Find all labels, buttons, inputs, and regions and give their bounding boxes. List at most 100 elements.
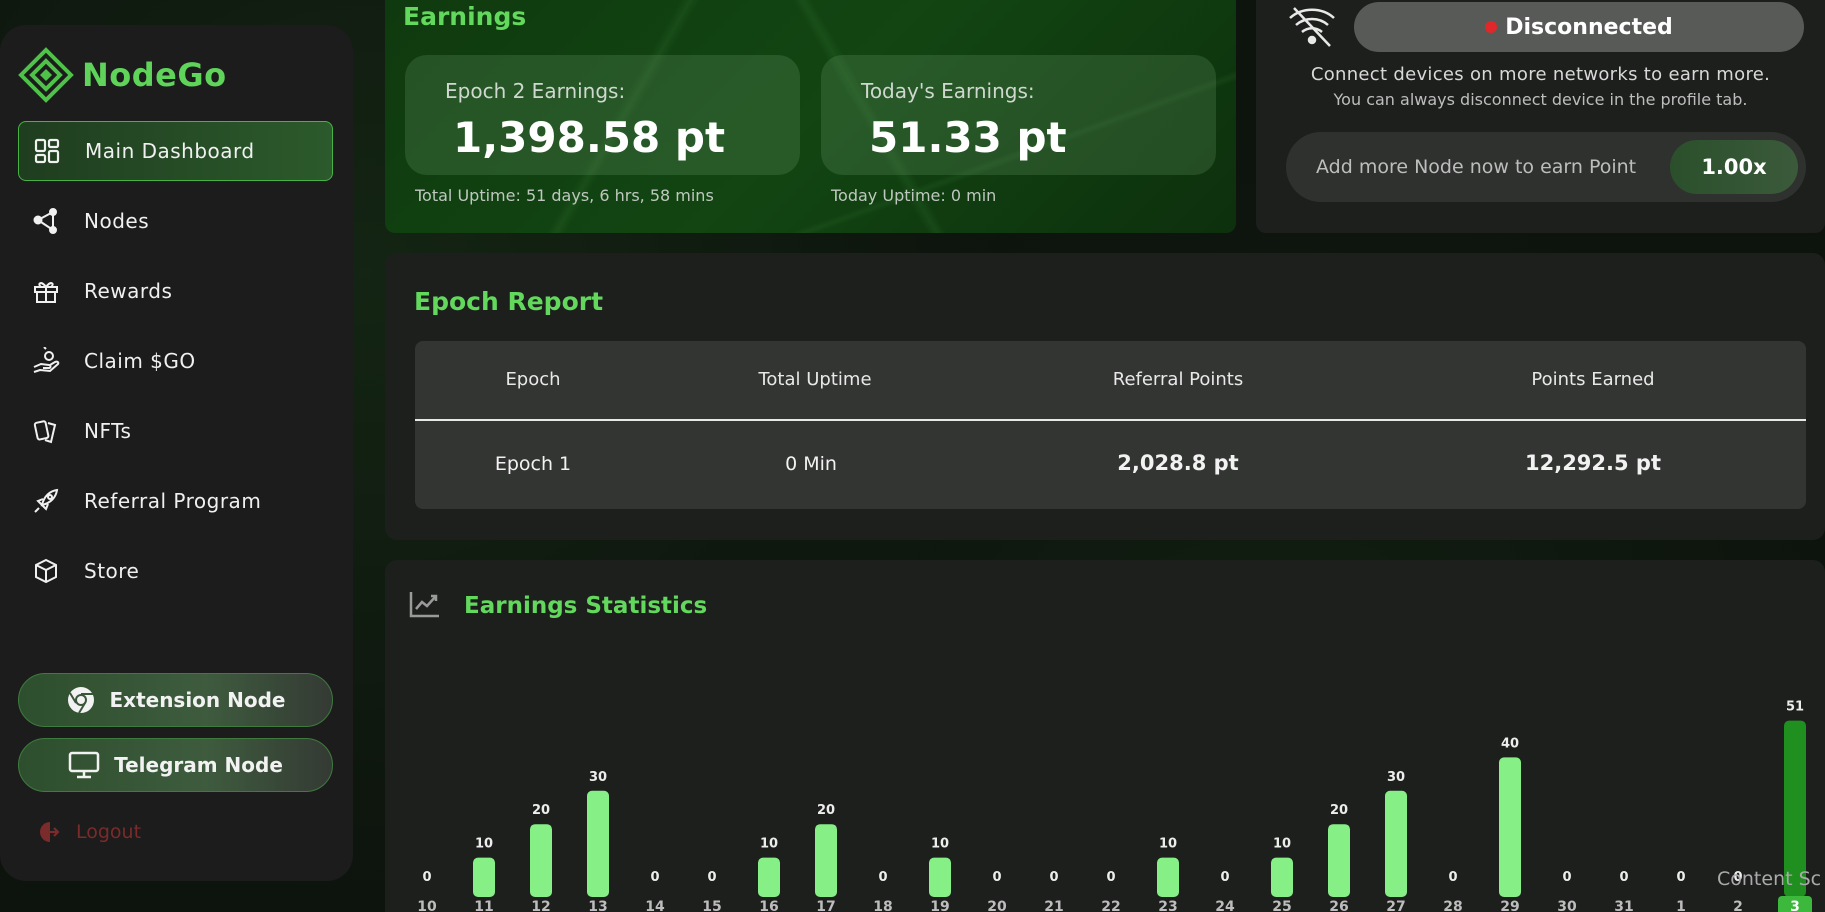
bar-category-label: 20: [987, 899, 1007, 912]
sidebar-item-referral-program[interactable]: Referral Program: [18, 471, 333, 531]
telegram-node-label: Telegram Node: [114, 753, 283, 777]
bar-category-label: 27: [1386, 899, 1405, 912]
chart-bar: [1784, 720, 1806, 897]
table-cell-epoch: Epoch 1: [494, 453, 572, 475]
chart-bar: [473, 857, 495, 897]
epoch-earnings-value: 1,398.58 pt: [453, 113, 726, 162]
epoch-report-table: Epoch Total Uptime Referral Points Point…: [415, 341, 1806, 509]
sidebar-item-label: Claim $GO: [84, 349, 196, 373]
sidebar-item-rewards[interactable]: Rewards: [18, 261, 333, 321]
bar-value-label: 0: [878, 870, 887, 885]
sidebar-item-label: Store: [84, 559, 140, 583]
sidebar-item-label: NFTs: [84, 419, 132, 443]
bar-value-label: 30: [1387, 770, 1405, 785]
bar-category-label: 26: [1329, 899, 1348, 912]
sidebar-nav: Main Dashboard Nodes Rewards Claim $GO N…: [18, 121, 333, 611]
bar-category-label: 2: [1733, 899, 1743, 912]
bar-value-label: 20: [817, 803, 835, 818]
bar-category-label: 22: [1101, 899, 1120, 912]
chrome-icon: [67, 687, 94, 714]
chart-bar: [929, 857, 951, 897]
bar-value-label: 0: [1448, 870, 1457, 885]
sidebar-item-nodes[interactable]: Nodes: [18, 191, 333, 251]
bar-value-label: 20: [1330, 803, 1348, 818]
connection-status-label: Disconnected: [1505, 14, 1673, 40]
chart-bar: [758, 857, 780, 897]
earnings-panel: Earnings Epoch 2 Earnings: 1,398.58 pt T…: [385, 0, 1236, 233]
bar-category-label: 13: [588, 899, 607, 912]
bar-category-label: 16: [759, 899, 778, 912]
bar-value-label: 0: [650, 870, 659, 885]
sidebar-item-store[interactable]: Store: [18, 541, 333, 601]
bar-category-label: 28: [1443, 899, 1462, 912]
bar-value-label: 51: [1786, 700, 1804, 715]
bar-category-label: 24: [1215, 899, 1235, 912]
bar-value-label: 0: [1106, 870, 1115, 885]
table-header: [415, 341, 1806, 421]
bar-value-label: 0: [1676, 870, 1685, 885]
earnings-bar-chart: 0101011201230130140151016201701810190200…: [417, 700, 1812, 912]
brand-logo[interactable]: NodeGo: [18, 47, 227, 103]
today-earnings-value: 51.33 pt: [869, 113, 1067, 162]
epoch-earnings-label: Epoch 2 Earnings:: [445, 79, 626, 103]
monitor-icon: [68, 751, 100, 779]
bar-category-label: 17: [816, 899, 835, 912]
bar-value-label: 40: [1501, 736, 1519, 751]
bar-category-label: 19: [930, 899, 949, 912]
sidebar-item-main-dashboard[interactable]: Main Dashboard: [18, 121, 333, 181]
bar-value-label: 0: [422, 870, 431, 885]
chart-bar: [587, 790, 609, 897]
bar-category-label: 18: [873, 899, 892, 912]
earnings-statistics-title: Earnings Statistics: [464, 593, 708, 619]
sidebar-item-claim-go[interactable]: Claim $GO: [18, 331, 333, 391]
add-node-banner[interactable]: Add more Node now to earn Point 1.00x: [1286, 132, 1806, 202]
bar-category-label: 15: [702, 899, 721, 912]
table-cell-points-earned: 12,292.5 pt: [1524, 451, 1662, 475]
logout-label: Logout: [76, 821, 142, 843]
chart-bar: [1157, 857, 1179, 897]
logout-button[interactable]: Logout: [36, 820, 141, 844]
epoch-report-title: Epoch Report: [414, 287, 604, 316]
logout-icon: [40, 822, 60, 842]
bar-value-label: 30: [589, 770, 607, 785]
selected-category-highlight: [1778, 896, 1812, 912]
chart-bar: [815, 824, 837, 897]
bar-value-label: 10: [1273, 837, 1291, 852]
sidebar-item-nfts[interactable]: NFTs: [18, 401, 333, 461]
cards-icon: [32, 417, 60, 445]
chart-bar: [1499, 757, 1521, 897]
bar-category-label: 1: [1676, 899, 1686, 912]
extension-node-label: Extension Node: [109, 688, 286, 712]
grid-icon: [33, 137, 61, 165]
sidebar-item-label: Nodes: [84, 209, 150, 233]
epoch-earnings-card: Epoch 2 Earnings: 1,398.58 pt: [405, 55, 800, 175]
brand-name: NodeGo: [82, 56, 227, 94]
bar-category-label: 21: [1044, 899, 1063, 912]
multiplier-badge: 1.00x: [1670, 140, 1798, 194]
connection-status-pill[interactable]: Disconnected: [1354, 2, 1804, 52]
bar-category-label: 10: [417, 899, 437, 912]
extension-node-button[interactable]: Extension Node: [18, 673, 333, 727]
chart-bar: [1385, 790, 1407, 897]
column-header-epoch: Epoch: [505, 369, 561, 390]
bar-category-label: 23: [1158, 899, 1177, 912]
sidebar-item-label: Referral Program: [84, 489, 262, 513]
chart-line-icon: [409, 592, 439, 618]
column-header-total-uptime: Total Uptime: [758, 369, 872, 390]
bar-category-label: 25: [1272, 899, 1291, 912]
bar-value-label: 0: [1562, 870, 1571, 885]
bar-category-label: 30: [1557, 899, 1577, 912]
telegram-node-button[interactable]: Telegram Node: [18, 738, 333, 792]
bar-category-label: 12: [531, 899, 550, 912]
chart-bar: [1328, 824, 1350, 897]
hand-coin-icon: [32, 347, 60, 375]
bar-value-label: 0: [1220, 870, 1229, 885]
connect-hint: Connect devices on more networks to earn…: [1310, 64, 1771, 85]
disconnect-hint: You can always disconnect device in the …: [1333, 90, 1748, 109]
bar-value-label: 0: [1619, 870, 1628, 885]
table-cell-uptime: 0 Min: [785, 453, 837, 475]
nodes-icon: [32, 207, 60, 235]
sidebar-item-label: Main Dashboard: [85, 139, 255, 163]
bar-value-label: 20: [532, 803, 550, 818]
status-dot: [1485, 21, 1498, 33]
